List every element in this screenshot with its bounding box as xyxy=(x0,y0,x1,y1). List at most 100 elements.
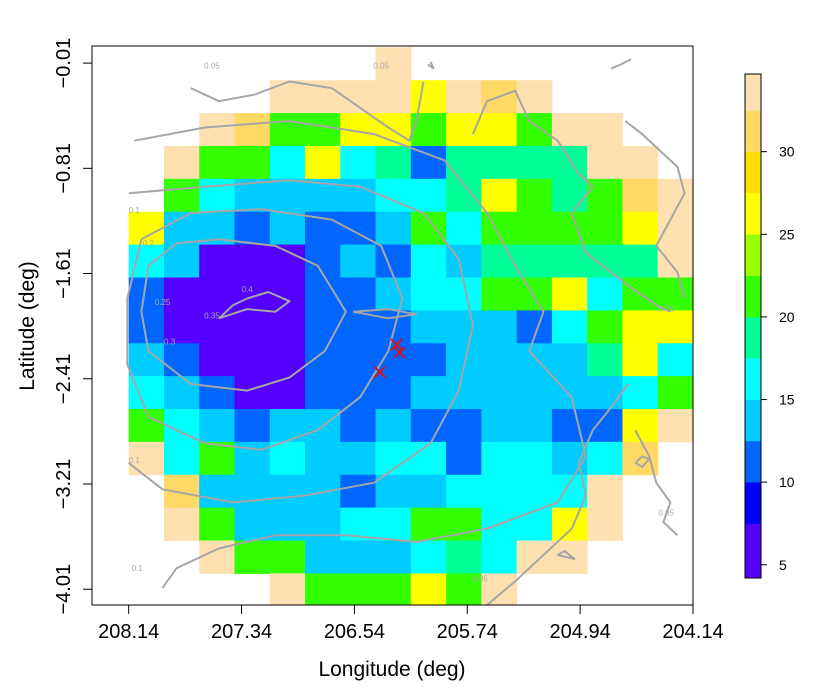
colorbar-swatch xyxy=(745,523,761,579)
heatmap-cell xyxy=(481,113,518,147)
heatmap-cell xyxy=(657,178,694,213)
heatmap xyxy=(128,47,694,606)
heatmap-cell xyxy=(163,507,200,542)
heatmap-cell xyxy=(481,343,518,377)
heatmap-cell xyxy=(446,409,482,443)
heatmap-cell xyxy=(163,178,200,213)
heatmap-cell xyxy=(163,409,200,443)
heatmap-cell xyxy=(551,409,588,443)
contour-label: 0.25 xyxy=(155,298,171,307)
y-tick-label: −0.81 xyxy=(53,143,75,194)
heatmap-cell xyxy=(340,573,377,606)
heatmap-cell xyxy=(516,540,553,574)
contour-label: 0.05 xyxy=(658,305,674,314)
x-tick-label: 207.34 xyxy=(211,621,272,643)
heatmap-cell xyxy=(516,277,553,311)
heatmap-cell xyxy=(446,310,482,344)
heatmap-cell xyxy=(410,573,447,606)
heatmap-cell xyxy=(622,310,659,344)
heatmap-cell xyxy=(551,178,588,213)
heatmap-cell xyxy=(234,277,271,311)
x-tick-label: 204.14 xyxy=(662,621,723,643)
heatmap-cell xyxy=(375,211,412,246)
heatmap-cell xyxy=(269,310,306,344)
colorbar-tick-label: 15 xyxy=(779,392,795,408)
heatmap-cell xyxy=(340,343,377,377)
heatmap-cell xyxy=(410,409,447,443)
contour-line xyxy=(471,89,671,313)
heatmap-cell xyxy=(551,244,588,278)
heatmap-cell xyxy=(481,441,518,476)
heatmap-cell xyxy=(375,474,412,509)
contour-label: 0.2 xyxy=(143,239,155,248)
heatmap-cell xyxy=(481,310,518,344)
heatmap-cell xyxy=(587,474,623,509)
heatmap-cell xyxy=(657,277,694,311)
cross-marker xyxy=(390,338,403,351)
colorbar-tick-label: 30 xyxy=(779,144,795,160)
cross-marker xyxy=(393,346,406,359)
heatmap-cell xyxy=(446,113,482,147)
heatmap-cell xyxy=(269,178,306,213)
heatmap-cell xyxy=(375,409,412,443)
heatmap-cell xyxy=(622,376,659,410)
colorbar-swatch xyxy=(745,275,761,318)
heatmap-cell xyxy=(199,343,235,377)
heatmap-cell xyxy=(305,343,341,377)
heatmap-cell xyxy=(446,573,482,606)
contour-line xyxy=(128,179,474,504)
heatmap-cell xyxy=(269,474,306,509)
heatmap-cell xyxy=(481,211,518,246)
heatmap-cell xyxy=(163,145,200,180)
heatmap-cell xyxy=(163,376,200,410)
heatmap-cell xyxy=(340,441,377,476)
contour-label: 0.4 xyxy=(242,285,254,294)
heatmap-cell xyxy=(199,376,235,410)
heatmap-cell xyxy=(410,80,447,114)
colorbar-swatch xyxy=(745,399,761,442)
heatmap-cell xyxy=(587,441,623,476)
heatmap-cell xyxy=(481,178,518,213)
heatmap-cell xyxy=(516,145,553,180)
heatmap-cell xyxy=(234,540,271,574)
heatmap-cell xyxy=(305,310,341,344)
heatmap-cell xyxy=(163,310,200,344)
heatmap-cell xyxy=(657,343,694,377)
heatmap-cell xyxy=(657,211,694,246)
contour-line xyxy=(610,58,632,70)
heatmap-cell xyxy=(340,80,377,114)
heatmap-cell xyxy=(410,441,447,476)
colorbar-swatch xyxy=(745,234,761,276)
heatmap-cell xyxy=(375,573,412,606)
heatmap-cell xyxy=(622,178,659,213)
heatmap-cell xyxy=(375,244,412,278)
heatmap-cell xyxy=(199,113,235,147)
heatmap-cell xyxy=(340,540,377,574)
colorbar-swatch xyxy=(745,482,761,524)
heatmap-cell xyxy=(340,310,377,344)
heatmap-cell xyxy=(516,441,553,476)
heatmap-cell xyxy=(305,441,341,476)
contour-label: 0.05 xyxy=(658,509,674,518)
heatmap-cell xyxy=(269,80,306,114)
heatmap-cell xyxy=(622,244,659,278)
heatmap-cell xyxy=(551,343,588,377)
heatmap-cell xyxy=(163,343,200,377)
contour-line xyxy=(624,120,686,299)
heatmap-cell xyxy=(234,211,271,246)
colorbar-swatch xyxy=(745,151,761,194)
heatmap-cell xyxy=(481,573,518,606)
heatmap-cell xyxy=(128,211,165,246)
heatmap-cell xyxy=(481,474,518,509)
x-tick-label: 206.54 xyxy=(324,621,385,643)
heatmap-cell xyxy=(234,145,271,180)
colorbar-swatch xyxy=(745,440,761,483)
heatmap-cell xyxy=(657,376,694,410)
heatmap-cell xyxy=(410,474,447,509)
heatmap-cell xyxy=(269,573,306,606)
heatmap-cell xyxy=(551,441,588,476)
heatmap-cell xyxy=(410,211,447,246)
contour-line xyxy=(134,120,587,589)
contour-line xyxy=(634,429,679,537)
heatmap-cell xyxy=(587,244,623,278)
